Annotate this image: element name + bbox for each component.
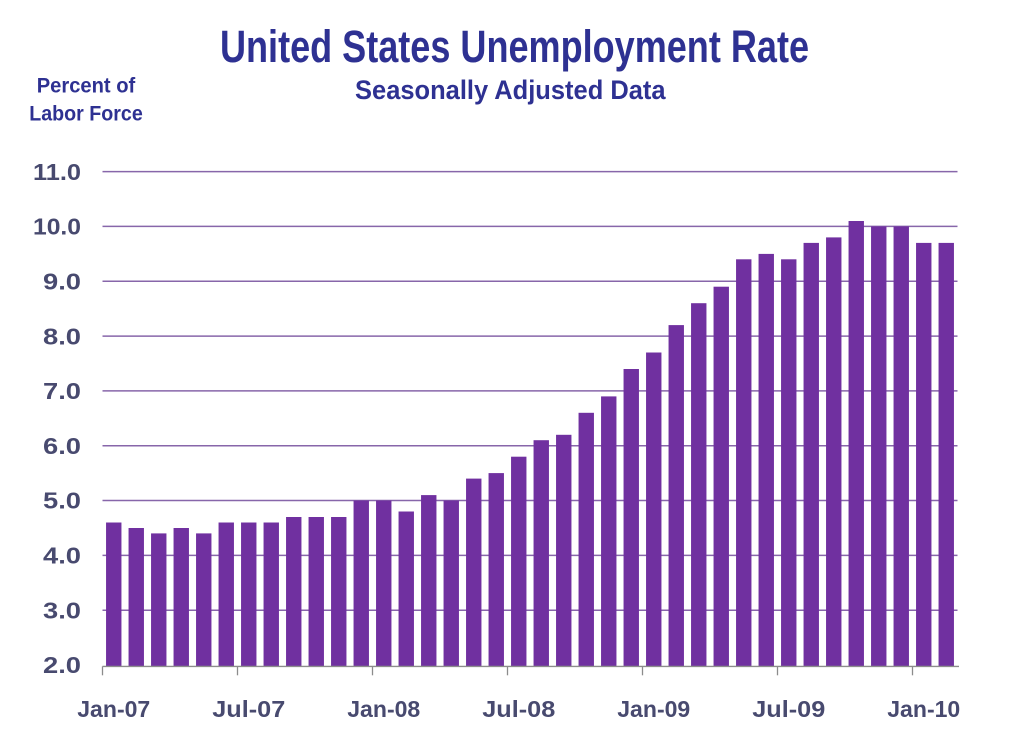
svg-text:Jul-09: Jul-09 — [752, 696, 825, 722]
svg-text:Percent of: Percent of — [37, 74, 136, 98]
svg-text:Labor Force: Labor Force — [29, 102, 143, 126]
svg-text:Jan-09: Jan-09 — [617, 696, 690, 722]
svg-text:8.0: 8.0 — [43, 323, 81, 349]
svg-text:10.0: 10.0 — [33, 214, 81, 240]
svg-text:5.0: 5.0 — [43, 488, 81, 514]
svg-text:Jan-07: Jan-07 — [77, 696, 150, 722]
svg-text:3.0: 3.0 — [43, 597, 81, 623]
svg-text:Jan-08: Jan-08 — [347, 696, 420, 722]
svg-text:Jan-10: Jan-10 — [887, 696, 960, 722]
svg-text:7.0: 7.0 — [43, 378, 81, 404]
svg-text:9.0: 9.0 — [43, 269, 81, 295]
svg-text:4.0: 4.0 — [43, 543, 81, 569]
svg-text:11.0: 11.0 — [33, 159, 81, 185]
svg-text:Seasonally Adjusted Data: Seasonally Adjusted Data — [355, 75, 666, 105]
svg-text:Jul-08: Jul-08 — [482, 696, 555, 722]
svg-text:6.0: 6.0 — [43, 433, 81, 459]
svg-text:United States Unemployment Rat: United States Unemployment Rate — [220, 21, 809, 72]
svg-text:Jul-07: Jul-07 — [212, 696, 285, 722]
svg-text:2.0: 2.0 — [43, 652, 81, 678]
